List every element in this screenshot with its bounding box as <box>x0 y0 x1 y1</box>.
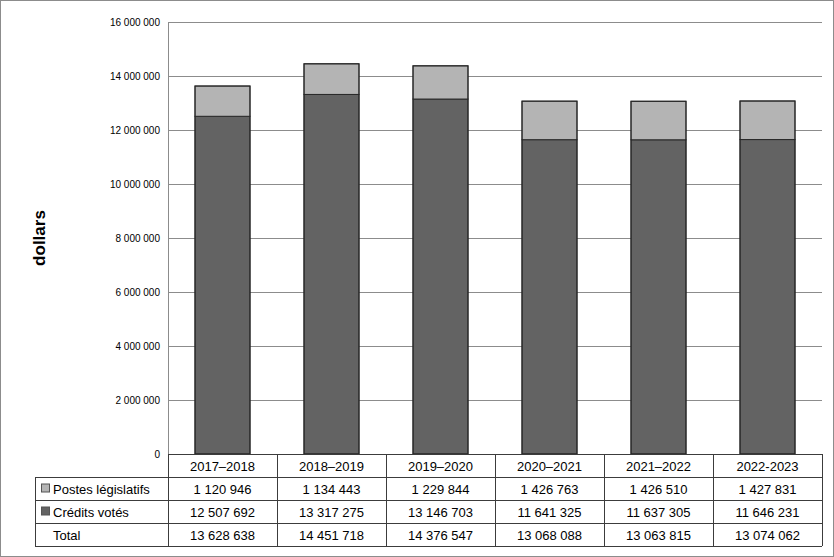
table-total: 14 376 547 <box>408 528 473 543</box>
y-tick-label: 0 <box>154 449 160 460</box>
x-tick-label: 2018–2019 <box>299 459 364 474</box>
table-value: 11 641 325 <box>517 505 581 520</box>
table-total: 13 068 088 <box>517 528 582 543</box>
table-value: 1 229 844 <box>412 482 470 497</box>
table-line <box>822 454 823 546</box>
table-value: 11 646 231 <box>735 505 799 520</box>
table-value: 13 146 703 <box>408 505 473 520</box>
table-line <box>604 454 605 546</box>
bar-outline <box>740 101 795 454</box>
grid-line <box>168 76 822 77</box>
y-tick-label: 2 000 000 <box>116 395 161 406</box>
bar-segment <box>304 64 359 95</box>
grid-line <box>168 184 822 185</box>
bar-outline <box>304 64 359 454</box>
bar-outline <box>195 86 250 454</box>
bar-segment <box>195 86 250 116</box>
x-tick-label: 2019–2020 <box>408 459 473 474</box>
legend-swatch <box>42 484 50 492</box>
table-line <box>386 454 387 546</box>
total-label: Total <box>53 528 81 543</box>
y-tick-label: 16 000 000 <box>110 17 160 28</box>
table-line <box>713 454 714 546</box>
bar-segment <box>522 140 577 454</box>
table-total: 13 628 638 <box>190 528 255 543</box>
y-tick-label: 14 000 000 <box>110 71 160 82</box>
table-value: 12 507 692 <box>190 505 255 520</box>
y-tick-label: 6 000 000 <box>116 287 161 298</box>
bar-outline <box>522 101 577 454</box>
table-line <box>35 500 822 501</box>
x-tick-label: 2022-2023 <box>736 459 798 474</box>
legend-label: Crédits votés <box>53 505 129 520</box>
bar-segment <box>304 94 359 454</box>
table-line <box>168 454 169 546</box>
table-total: 13 074 062 <box>735 528 800 543</box>
table-value: 13 317 275 <box>299 505 364 520</box>
bar-segment <box>522 101 577 140</box>
y-tick-label: 4 000 000 <box>116 341 161 352</box>
frame <box>1 1 834 557</box>
x-tick-label: 2020–2021 <box>517 459 582 474</box>
y-axis-label: dollars <box>30 210 49 266</box>
bar-outline <box>631 101 686 454</box>
grid-line <box>168 130 822 131</box>
bar-segment <box>413 66 468 99</box>
bars <box>195 64 795 454</box>
table-value: 1 426 763 <box>521 482 579 497</box>
grid-line <box>168 22 822 23</box>
data-table: 2017–2018 2018–2019 2019–2020 2020–2021 2021… <box>35 454 823 547</box>
legend-label: Postes législatifs <box>53 482 150 497</box>
table-line <box>495 454 496 546</box>
table-line <box>277 454 278 546</box>
grid <box>168 23 822 455</box>
x-tick-label: 2021–2022 <box>626 459 691 474</box>
table-value: 11 637 305 <box>626 505 690 520</box>
table-total: 14 451 718 <box>299 528 364 543</box>
table-value: 1 426 510 <box>630 482 688 497</box>
bar-segment <box>631 101 686 140</box>
bar-segment <box>631 140 686 454</box>
bar-segment <box>195 116 250 454</box>
bar-segment <box>413 99 468 454</box>
table-value: 1 134 443 <box>303 482 361 497</box>
table-line <box>35 477 822 478</box>
table-line <box>35 477 36 546</box>
table-value: 1 120 946 <box>194 482 252 497</box>
grid-line <box>168 346 822 347</box>
y-tick-label: 10 000 000 <box>110 179 160 190</box>
grid-line <box>168 238 822 239</box>
grid-line <box>168 292 822 293</box>
y-axis <box>168 22 169 454</box>
x-tick-label: 2017–2018 <box>190 459 255 474</box>
table-line <box>35 523 822 524</box>
chart: 0 2 000 000 4 000 000 6 000 000 8 000 000 10 … <box>0 0 834 557</box>
table-total: 13 063 815 <box>626 528 691 543</box>
legend-swatch <box>42 507 50 515</box>
y-tick-label: 12 000 000 <box>110 125 160 136</box>
table-value: 1 427 831 <box>739 482 797 497</box>
bar-segment <box>740 101 795 140</box>
y-tick-label: 8 000 000 <box>116 233 161 244</box>
bar-outline <box>413 66 468 454</box>
table-line <box>35 546 822 547</box>
grid-line <box>168 400 822 401</box>
bar-segment <box>740 140 795 454</box>
